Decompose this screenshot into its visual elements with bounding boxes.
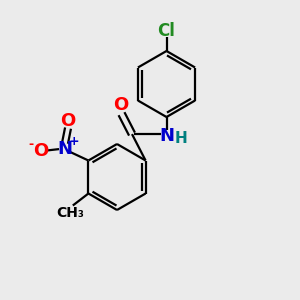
Text: O: O: [33, 142, 48, 160]
Text: +: +: [69, 135, 79, 148]
Text: H: H: [175, 130, 187, 146]
Text: O: O: [60, 112, 76, 130]
Text: CH₃: CH₃: [56, 206, 84, 220]
Text: -: -: [28, 137, 33, 151]
Text: N: N: [159, 127, 174, 145]
Text: N: N: [58, 140, 73, 158]
Text: Cl: Cl: [158, 22, 175, 40]
Text: O: O: [113, 96, 128, 114]
